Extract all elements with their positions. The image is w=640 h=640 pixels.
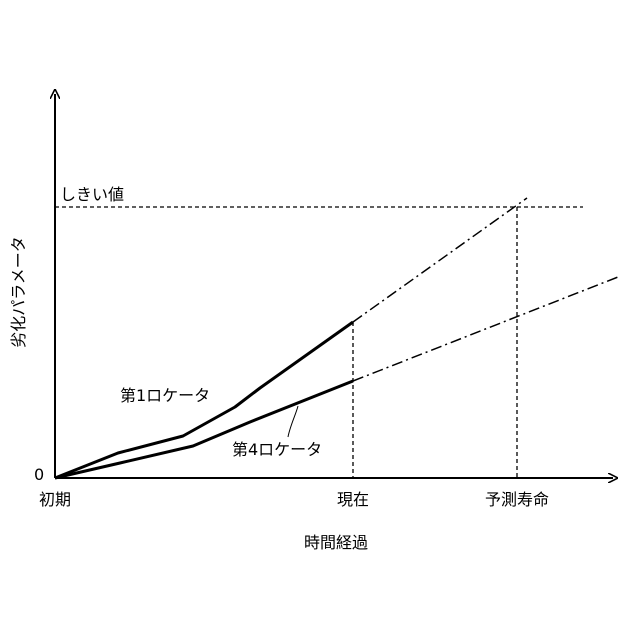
y-axis-label: 劣化パラメータ	[9, 236, 28, 348]
rotor-1-prediction-line	[353, 198, 527, 322]
rotor-4-label: 第4ロケータ	[232, 440, 322, 459]
threshold-label: しきい値	[60, 185, 124, 204]
rotor-4-leader-line	[288, 406, 298, 437]
rotor-4-prediction-line	[353, 277, 618, 381]
x-tick-initial: 初期	[39, 490, 71, 509]
x-axis-label: 時間経過	[304, 533, 368, 552]
rotor-1-label: 第1ロケータ	[120, 386, 210, 405]
x-tick-predicted-life: 予測寿命	[485, 490, 549, 509]
origin-label: 0	[34, 465, 44, 484]
x-tick-present: 現在	[337, 490, 369, 509]
